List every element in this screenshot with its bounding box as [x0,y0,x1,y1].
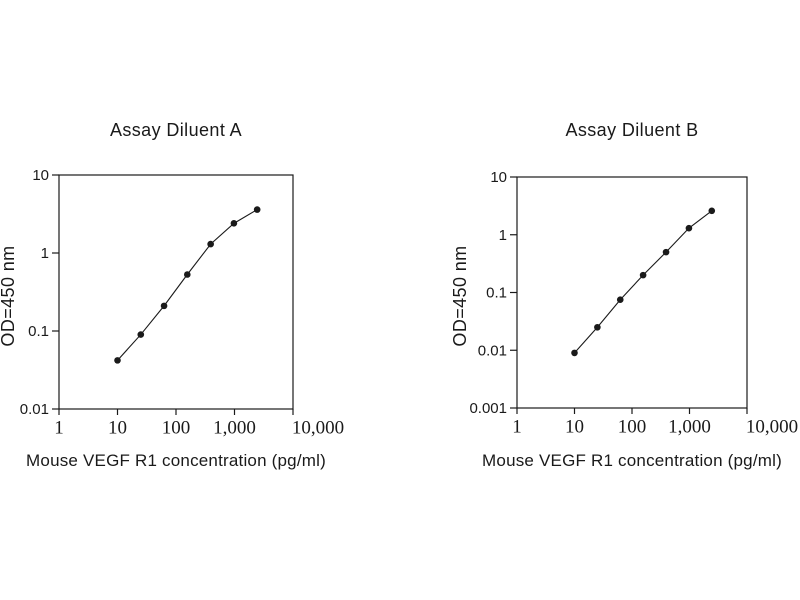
y-tick-label: 1 [41,245,49,262]
x-tick-label: 10,000 [292,418,344,439]
data-point [230,220,238,227]
data-point [137,331,145,338]
data-point [594,323,601,331]
chart-title: Assay Diluent A [109,120,243,140]
data-point [639,271,647,279]
data-point [662,248,670,256]
standard-curve-line [574,210,713,354]
x-tick-label: 1 [512,417,522,438]
data-point [160,302,168,310]
chart-title: Assay Diluent B [565,120,699,140]
x-tick-label: 1,000 [213,418,256,439]
y-tick-label: 0.01 [20,401,49,418]
y-tick-label: 0.01 [478,342,507,359]
data-point [183,271,191,278]
data-point [571,349,578,357]
x-tick-label: 1 [54,418,64,439]
data-point [708,207,716,215]
y-tick-label: 0.001 [469,400,507,417]
data-point [616,296,624,304]
y-tick-label: 0.1 [486,285,507,302]
data-point [114,357,121,364]
y-tick-label: 10 [32,167,49,184]
y-tick-label: 1 [499,227,507,244]
x-tick-label: 100 [162,418,191,439]
x-tick-label: 10 [108,418,127,439]
x-axis-label: Mouse VEGF R1 concentration (pg/ml) [26,451,326,470]
y-tick-label: 10 [490,169,507,186]
x-tick-label: 10 [565,417,584,438]
x-tick-label: 10,000 [746,417,798,438]
y-axis-label: OD=450 nm [450,245,470,347]
data-point [253,206,261,213]
x-axis-label: Mouse VEGF R1 concentration (pg/ml) [482,451,782,470]
data-point [207,240,214,248]
x-tick-label: 100 [618,417,647,438]
y-tick-label: 0.1 [28,323,49,340]
data-point [685,224,693,232]
x-tick-label: 1,000 [668,417,711,438]
